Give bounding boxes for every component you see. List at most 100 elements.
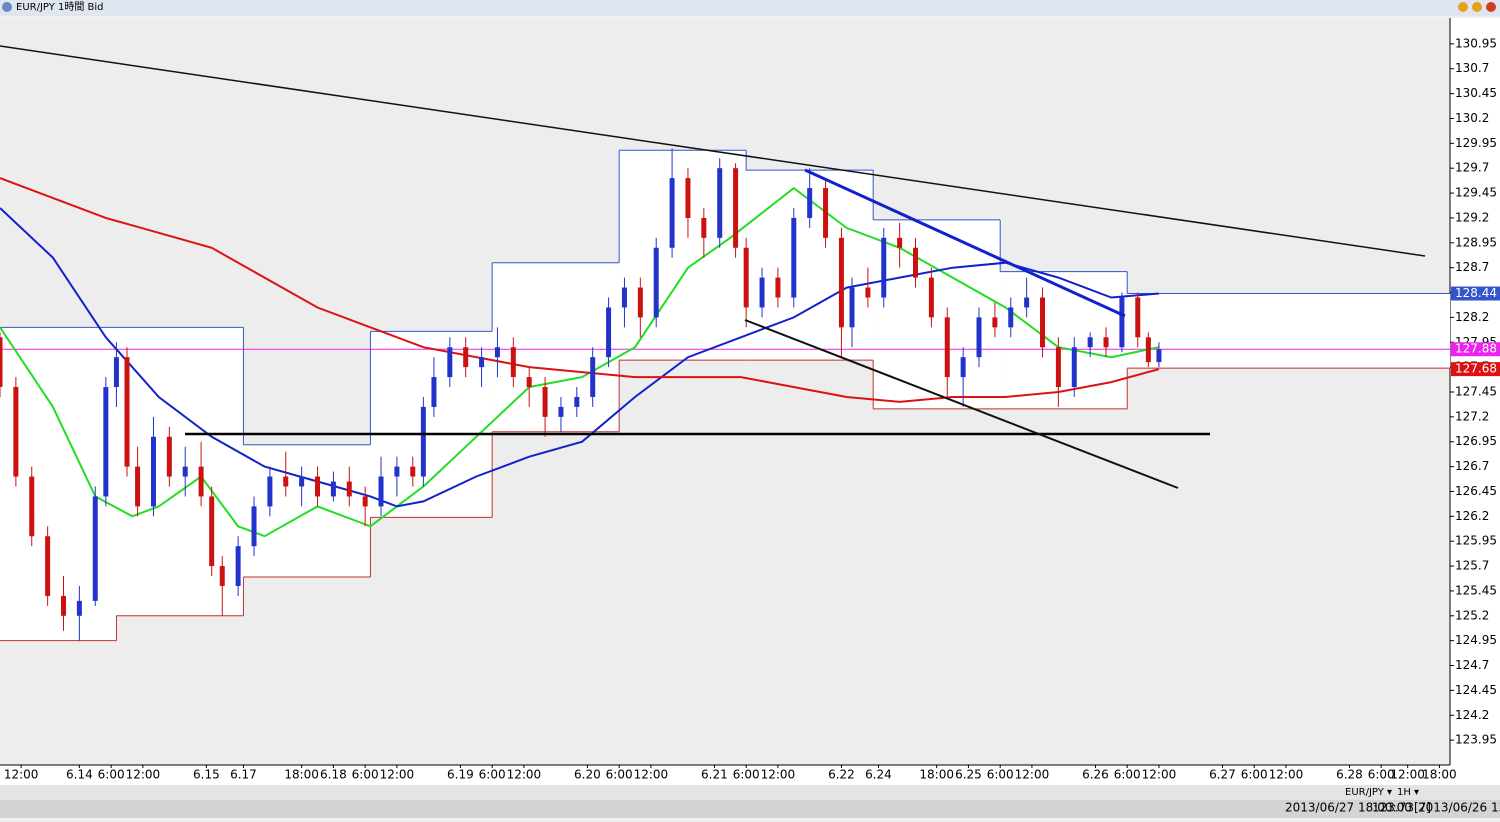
candle-body: [1071, 347, 1077, 388]
candle-body: [1024, 297, 1030, 308]
candle-body: [759, 277, 765, 308]
y-tick-label: 129.7: [1455, 161, 1489, 175]
minimize-button[interactable]: [1458, 2, 1468, 12]
y-tick-label: 129.95: [1455, 136, 1497, 150]
x-tick-label: 6.22: [828, 768, 855, 782]
y-tick-label: 128.2: [1455, 310, 1489, 324]
y-tick-label: 127.2: [1455, 409, 1489, 423]
status-text: 123.73[7]: [1372, 801, 1431, 815]
candle-body: [1145, 337, 1151, 363]
y-tick-label: 130.7: [1455, 61, 1489, 75]
candle-body: [1055, 347, 1061, 388]
x-tick-label: 12:00: [634, 768, 669, 782]
candle-body: [431, 377, 437, 407]
x-tick-label: 12:00: [1015, 768, 1050, 782]
candle-body: [1135, 297, 1141, 338]
x-tick-label: 6.26: [1082, 768, 1109, 782]
candle-body: [219, 566, 225, 586]
y-tick-label: 123.95: [1455, 733, 1497, 747]
candle-body: [653, 247, 659, 318]
x-tick-label: 6.25: [955, 768, 982, 782]
y-tick-label: 127.45: [1455, 384, 1497, 398]
candle-body: [251, 506, 257, 547]
moving-average: [0, 177, 1160, 403]
candle-body: [13, 387, 19, 477]
x-tick-label: 6.15: [193, 768, 220, 782]
x-tick-label: 6:00: [1114, 768, 1141, 782]
candle-body: [29, 476, 35, 537]
candle-body: [510, 347, 516, 378]
candle-body: [743, 247, 749, 308]
candle-body: [621, 287, 627, 308]
candle-body: [209, 496, 215, 567]
candle-body: [881, 237, 887, 298]
x-tick-label: 12:00: [507, 768, 542, 782]
candle-body: [1087, 337, 1093, 348]
candle-body: [791, 217, 797, 298]
app-icon: [2, 2, 12, 12]
x-tick-label: 6.18: [320, 768, 347, 782]
price-marker: [1451, 362, 1500, 377]
window-buttons[interactable]: [1458, 2, 1496, 12]
x-tick-label: 6:00: [98, 768, 125, 782]
candle-body: [479, 357, 485, 368]
y-tick-label: 128.7: [1455, 260, 1489, 274]
time-axis: [0, 765, 1500, 785]
price-axis: [1450, 18, 1500, 765]
trend-line: [0, 45, 1426, 257]
candle-body: [45, 536, 51, 596]
close-button[interactable]: [1486, 2, 1496, 12]
candle-body: [235, 546, 241, 586]
price-marker-label: 127.68: [1455, 362, 1497, 376]
candle-body: [103, 387, 109, 497]
price-marker: [1451, 286, 1500, 301]
candle-body: [558, 406, 564, 417]
candle-body: [1156, 349, 1162, 363]
x-tick-label: 18:00: [284, 768, 319, 782]
candle-body: [685, 178, 691, 218]
candle-body: [362, 496, 368, 507]
candle-body: [807, 188, 813, 218]
candle-body: [378, 476, 384, 507]
x-tick-label: 12:00: [1269, 768, 1304, 782]
x-tick-label: 6.19: [447, 768, 474, 782]
candle-body: [135, 466, 141, 507]
scrollbar[interactable]: [0, 785, 1500, 800]
candle-body: [849, 287, 855, 328]
candle-body: [944, 317, 950, 378]
x-tick-label: 6:00: [1241, 768, 1268, 782]
status-text: 2013/06/26 13:01:03: [1418, 801, 1500, 815]
tab-bar: [0, 800, 1500, 818]
y-tick-label: 126.45: [1455, 484, 1497, 498]
price-marker: [1451, 342, 1500, 357]
candle-body: [976, 317, 982, 358]
candle-body: [394, 466, 400, 477]
y-tick-label: 125.2: [1455, 608, 1489, 622]
x-tick-label: 6.20: [574, 768, 601, 782]
y-tick-label: 126.7: [1455, 459, 1489, 473]
y-tick-label: 124.7: [1455, 658, 1489, 672]
toolbar-item[interactable]: 1H ▾: [1397, 787, 1419, 798]
candle-body: [526, 377, 532, 388]
price-marker-label: 127.88: [1455, 342, 1497, 356]
toolbar-item[interactable]: EUR/JPY ▾: [1345, 787, 1392, 798]
candle-body: [574, 396, 580, 407]
candle-body: [182, 466, 188, 477]
maximize-button[interactable]: [1472, 2, 1482, 12]
x-tick-label: 6.17: [230, 768, 257, 782]
y-tick-label: 129.45: [1455, 186, 1497, 200]
x-tick-label: 18:00: [919, 768, 954, 782]
x-tick-label: 6.24: [865, 768, 892, 782]
status-text: 2013/06/27 18:00:00: [1285, 801, 1412, 815]
y-tick-label: 124.45: [1455, 683, 1497, 697]
y-tick-label: 130.2: [1455, 111, 1489, 125]
title-bar: [0, 0, 1500, 16]
candle-body: [61, 595, 67, 616]
candle-body: [637, 287, 643, 318]
candle-body: [124, 357, 130, 467]
x-tick-label: 12:00: [761, 768, 796, 782]
trend-line: [744, 319, 1179, 489]
y-tick-label: 130.95: [1455, 36, 1497, 50]
y-tick-label: 126.2: [1455, 509, 1489, 523]
